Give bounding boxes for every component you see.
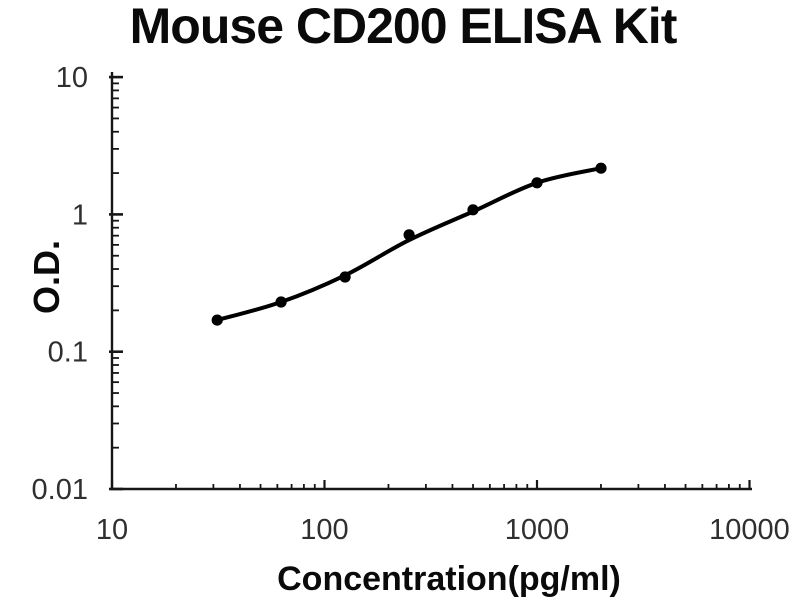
data-point: [531, 177, 543, 189]
y-tick-label: 0.1: [48, 337, 88, 369]
chart-title: Mouse CD200 ELISA Kit: [129, 0, 678, 54]
data-point: [211, 314, 223, 326]
x-tick-label: 10: [96, 514, 128, 546]
data-point: [403, 229, 415, 241]
data-point: [275, 296, 287, 308]
x-tick-label: 1000: [505, 514, 570, 546]
y-axis-label: O.D.: [26, 239, 67, 315]
y-tick-label: 10: [56, 62, 88, 94]
standard-curve-path: [215, 166, 603, 323]
data-point: [595, 162, 607, 174]
x-tick-label: 10000: [709, 514, 790, 546]
x-tick-label: 100: [300, 514, 348, 546]
y-tick-label: 1: [72, 199, 88, 231]
y-tick-label: 0.01: [32, 474, 88, 506]
x-axis-label: Concentration(pg/ml): [277, 560, 621, 598]
data-point: [339, 271, 351, 283]
data-point: [467, 204, 479, 216]
